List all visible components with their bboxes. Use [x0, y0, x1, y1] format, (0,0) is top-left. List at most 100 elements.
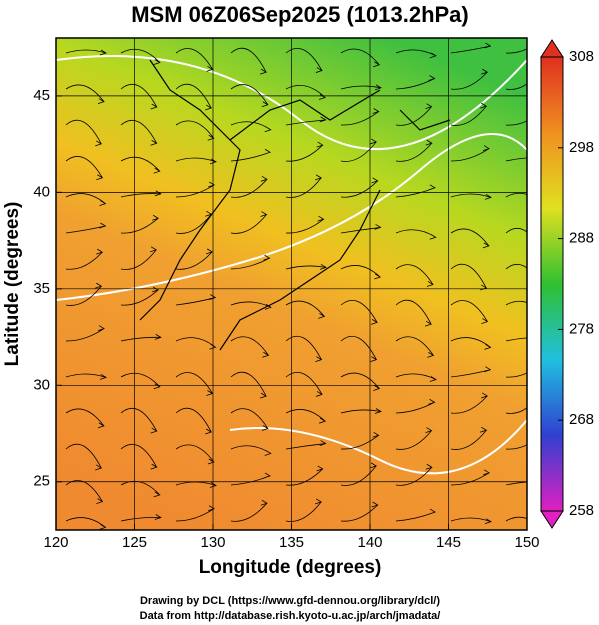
streamline	[230, 336, 270, 358]
streamline	[120, 408, 158, 434]
x-tick-label: 125	[122, 534, 147, 551]
plot-frame	[55, 37, 528, 531]
streamline	[340, 265, 382, 280]
colorbar-tick-label: 308	[569, 48, 594, 65]
streamline	[505, 228, 527, 234]
streamline	[175, 407, 213, 435]
colorbar-tick-label: 258	[569, 502, 594, 519]
streamline	[65, 156, 104, 181]
streamline	[505, 300, 527, 306]
streamline	[505, 83, 527, 90]
streamline	[175, 210, 213, 234]
credit: Drawing by DCL (https://www.gfd-dennou.o…	[140, 595, 440, 607]
streamline	[285, 300, 326, 319]
streamline	[505, 192, 527, 198]
streamline	[340, 138, 378, 162]
streamline	[285, 174, 323, 198]
streamline	[395, 427, 433, 450]
streamline	[285, 84, 327, 100]
streamline	[230, 47, 268, 75]
streamline	[120, 156, 161, 174]
streamline	[65, 84, 105, 105]
streamline	[395, 139, 433, 162]
streamline	[395, 75, 436, 90]
streamline	[340, 224, 382, 234]
streamline	[450, 337, 492, 350]
streamline	[120, 246, 158, 270]
streamlines	[65, 42, 527, 530]
streamline	[340, 336, 378, 363]
streamline	[285, 409, 327, 424]
streamline	[65, 193, 107, 207]
streamline	[450, 102, 488, 126]
streamline	[340, 501, 379, 522]
streamline	[505, 516, 527, 522]
title: MSM 06Z06Sep2025 (1013.2hPa)	[131, 2, 469, 27]
streamline	[340, 300, 378, 325]
streamline	[175, 83, 213, 111]
streamline	[450, 300, 489, 324]
streamline	[395, 264, 434, 287]
streamline	[175, 48, 214, 72]
streamline	[120, 214, 160, 234]
x-tick-label: 120	[43, 534, 68, 551]
streamline	[230, 175, 268, 198]
streamline	[395, 508, 436, 522]
axes: 120 125 130 135 140 145 150 25 30 35 40 45	[33, 38, 540, 551]
streamline	[395, 336, 435, 358]
streamline	[65, 119, 103, 147]
streamline	[450, 263, 488, 291]
credit: Data from http://database.rish.kyoto-u.a…	[140, 610, 441, 622]
streamline	[395, 373, 437, 382]
streamline	[230, 254, 271, 270]
streamline	[65, 248, 104, 270]
streamline	[175, 248, 214, 270]
streamline	[285, 215, 325, 234]
streamline	[175, 181, 216, 198]
streamline	[65, 222, 107, 234]
streamline	[120, 514, 162, 522]
streamline	[450, 517, 492, 525]
field	[56, 38, 527, 530]
streamline	[230, 499, 268, 522]
colorbar-tick-label: 298	[569, 139, 594, 156]
streamline	[340, 108, 380, 126]
streamline	[120, 334, 162, 342]
streamline	[65, 373, 107, 380]
streamline	[505, 120, 527, 126]
streamline	[65, 325, 105, 342]
streamline	[450, 42, 492, 54]
colorbar-over	[540, 39, 564, 58]
colorbar-tick-label: 268	[569, 411, 594, 428]
streamline	[395, 103, 433, 126]
x-axis-label: Longitude (degrees)	[199, 557, 382, 578]
colorbar-tick-label: 278	[569, 320, 594, 337]
contour	[56, 133, 527, 301]
streamline	[285, 336, 323, 362]
y-axis-label: Latitude (degrees)	[2, 202, 23, 367]
streamline	[505, 157, 527, 162]
streamline	[450, 392, 489, 414]
streamline	[285, 440, 327, 450]
coastline	[139, 59, 451, 351]
streamline	[395, 184, 436, 198]
streamline	[395, 229, 437, 240]
streamline	[230, 408, 269, 431]
streamline	[120, 286, 160, 306]
colorbar	[540, 56, 564, 512]
streamline	[395, 398, 436, 414]
streamline	[65, 517, 107, 530]
streamline	[285, 48, 323, 73]
x-tick-label: 140	[357, 534, 382, 551]
streamline	[230, 121, 272, 133]
streamline	[120, 120, 158, 146]
streamline	[65, 408, 105, 429]
streamline	[120, 48, 161, 65]
contour	[229, 419, 527, 475]
streamline	[230, 371, 268, 399]
streamline	[120, 190, 162, 198]
y-tick-label: 45	[33, 87, 50, 104]
streamline	[450, 145, 490, 162]
